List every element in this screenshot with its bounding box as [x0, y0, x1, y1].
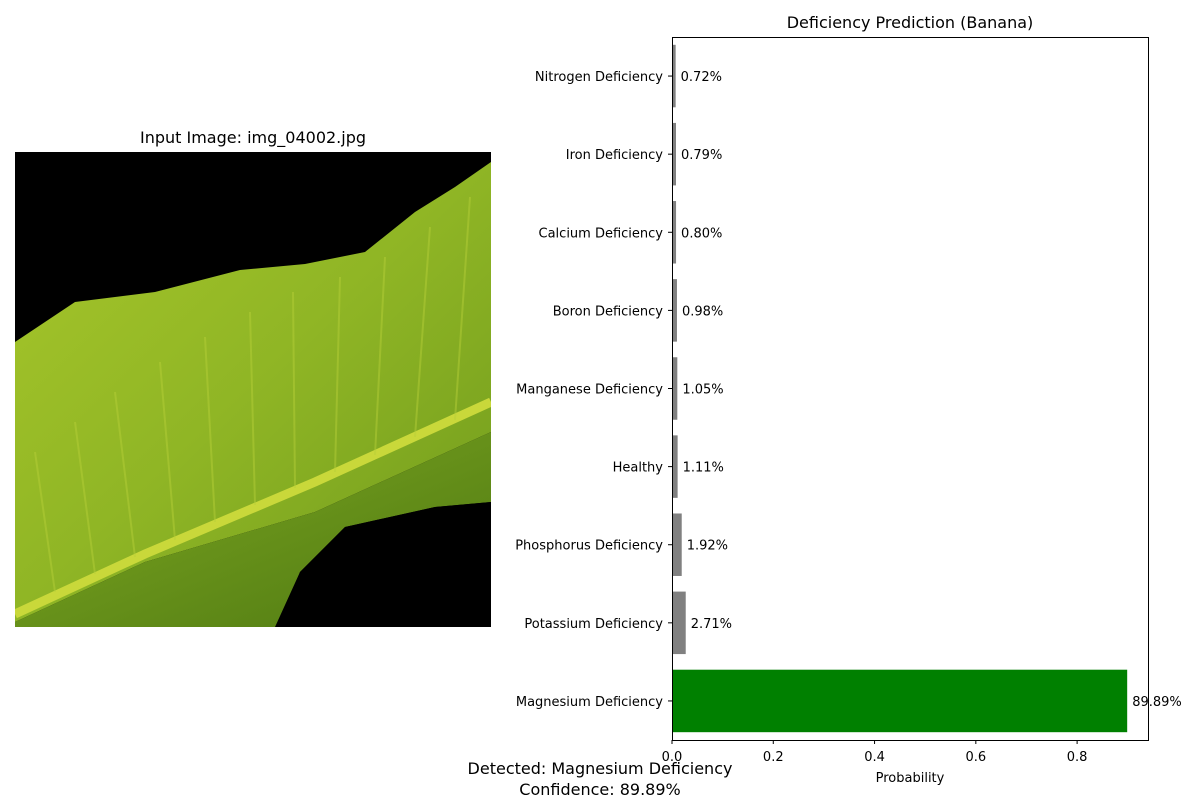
- x-tick-label: 0.8: [1067, 750, 1088, 765]
- bar-value-label: 2.71%: [691, 617, 732, 632]
- y-tick-label: Magnesium Deficiency: [516, 695, 663, 710]
- bar-value-label: 0.98%: [682, 304, 723, 319]
- y-tick-label: Boron Deficiency: [553, 304, 664, 319]
- y-tick-label: Nitrogen Deficiency: [535, 70, 663, 85]
- bar-potassium-deficiency: [672, 591, 686, 655]
- x-tick-label: 0.0: [662, 750, 683, 765]
- bar-value-label: 0.80%: [681, 226, 722, 241]
- leaf-upper-blade: [15, 162, 491, 622]
- bar-value-label: 0.72%: [681, 70, 722, 85]
- bar-manganese-deficiency: [672, 357, 678, 420]
- result-summary: Detected: Magnesium Deficiency Confidenc…: [350, 758, 850, 800]
- x-tick-label: 0.2: [763, 750, 784, 765]
- y-tick-label: Calcium Deficiency: [539, 226, 664, 241]
- bar-value-label: 1.05%: [682, 383, 723, 398]
- bar-phosphorus-deficiency: [672, 513, 682, 576]
- leaf-lower-blade: [15, 432, 491, 627]
- x-tick-label: 0.4: [864, 750, 885, 765]
- leaf-midrib: [15, 397, 491, 619]
- bar-value-label: 89.89%: [1132, 695, 1182, 710]
- input-image-title: Input Image: img_04002.jpg: [139, 128, 367, 147]
- bar-iron-deficiency: [672, 122, 677, 186]
- bar-value-label: 1.11%: [683, 461, 724, 476]
- y-tick-label: Phosphorus Deficiency: [515, 539, 663, 554]
- bar-healthy: [672, 435, 678, 498]
- bar-calcium-deficiency: [672, 201, 677, 264]
- leaf-veins: [34, 196, 471, 593]
- y-tick-label: Manganese Deficiency: [516, 383, 663, 398]
- plot-frame: [672, 37, 1149, 741]
- bar-value-label: 1.92%: [687, 539, 728, 554]
- x-tick-label: 0.6: [965, 750, 986, 765]
- x-axis-label: Probability: [876, 771, 945, 786]
- leaf-dark-shadow: [280, 502, 491, 627]
- y-tick-label: Iron Deficiency: [566, 148, 664, 163]
- y-tick-label: Potassium Deficiency: [524, 617, 663, 632]
- leaf-image: [15, 152, 491, 627]
- chart-title: Deficiency Prediction (Banana): [787, 13, 1034, 32]
- bar-magnesium-deficiency: [672, 669, 1128, 733]
- bar-nitrogen-deficiency: [672, 44, 676, 108]
- bar-boron-deficiency: [672, 279, 677, 342]
- y-tick-label: Healthy: [613, 461, 664, 476]
- confidence-text: Confidence: 89.89%: [519, 780, 681, 799]
- bar-value-label: 0.79%: [681, 148, 722, 163]
- detected-text: Detected: Magnesium Deficiency: [467, 759, 733, 778]
